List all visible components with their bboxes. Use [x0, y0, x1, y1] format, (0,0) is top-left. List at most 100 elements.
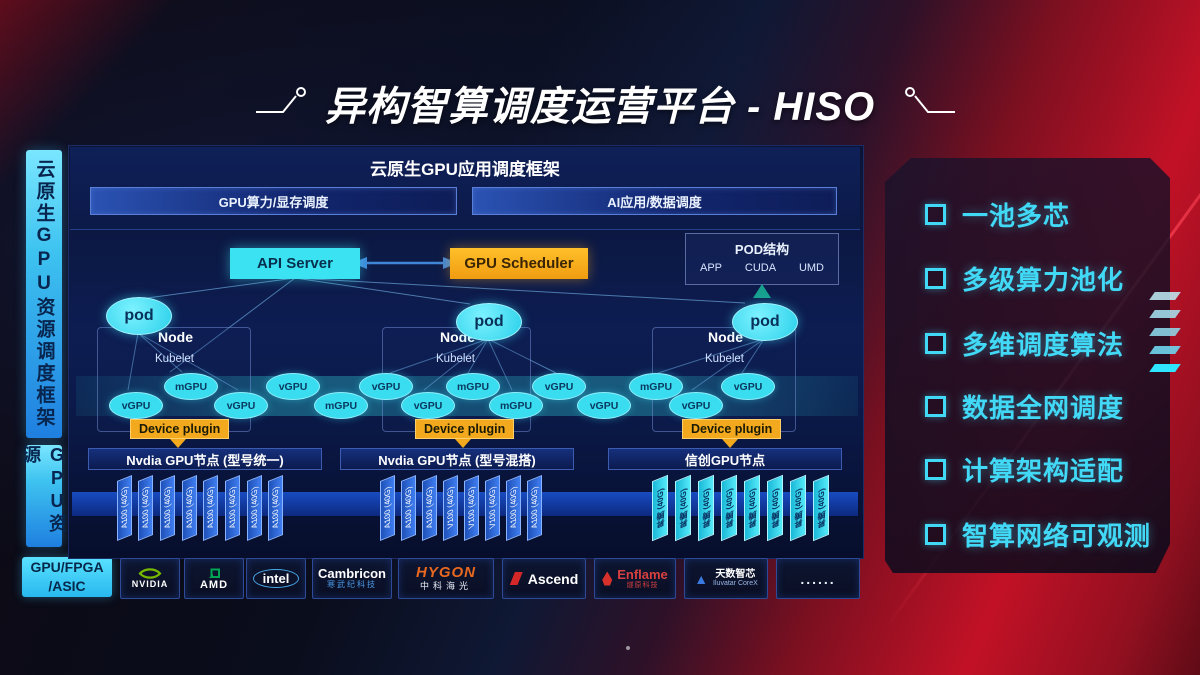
gpu-card: V100 (40G) [443, 474, 458, 542]
hazard-stripe-icon [1149, 310, 1181, 318]
node-label: Node [158, 329, 193, 345]
pod-struct-item: APP [700, 262, 723, 274]
square-bullet-icon [925, 268, 946, 289]
gpu-card: 昇腾 (40G) [744, 474, 760, 542]
amd-square-icon [208, 568, 220, 578]
feature-item: 多级算力池化 [925, 260, 1124, 297]
square-bullet-icon [925, 524, 946, 545]
gpu-card: 昇腾 (40G) [652, 474, 668, 542]
kubelet-label: Kubelet [705, 353, 745, 365]
hazard-stripe-icon [1149, 364, 1181, 372]
feature-item: 计算架构适配 [925, 451, 1124, 488]
gpu-ellipse: vGPU [532, 373, 586, 400]
feature-item: 一池多芯 [925, 196, 1070, 233]
logo-cambricon: Cambricon 寒武纪科技 [312, 558, 392, 599]
gpu-card: A100 (40G) [268, 474, 283, 542]
sidebar-gpu-label: GPU资源 [21, 445, 67, 547]
gpu-card: 昇腾 (40G) [790, 474, 806, 542]
plugin-down-arrow [455, 439, 471, 448]
intel-oval-icon: intel [252, 569, 300, 588]
device-plugin: Device plugin [682, 419, 782, 439]
pod-to-struct-arrow [753, 284, 771, 298]
gpu-card: V100 (40G) [485, 474, 500, 542]
gpu-ellipse: mGPU [314, 392, 368, 419]
gpu-ellipse: vGPU [669, 392, 723, 419]
api-server-box: API Server [230, 248, 360, 279]
gpu-ellipse: vGPU [577, 392, 631, 419]
logo-intel: intel [246, 558, 306, 599]
nvidia-eye-icon [138, 568, 162, 579]
gpu-group-header-1: Nvdia GPU节点 (型号统一) [88, 448, 322, 470]
feature-panel [885, 158, 1170, 573]
gpu-group-header-3: 信创GPU节点 [608, 448, 842, 470]
kubelet-label: Kubelet [155, 353, 195, 365]
square-bullet-icon [925, 459, 946, 480]
gpu-ellipse: mGPU [446, 373, 500, 400]
feature-item: 多维调度算法 [925, 325, 1124, 362]
framework-title: 云原生GPU应用调度框架 [370, 160, 560, 179]
pod-ellipse: pod [106, 297, 172, 335]
gpu-scheduler-box: GPU Scheduler [450, 248, 588, 279]
pod-struct-box: POD结构 APP CUDA UMD [685, 233, 839, 285]
gpu-card: A100 (40G) [380, 474, 395, 542]
gpu-ellipse: vGPU [401, 392, 455, 419]
gpu-card: A100 (40G) [225, 474, 240, 542]
gpu-ellipse: mGPU [489, 392, 543, 419]
logo-enflame: Enflame 燧原科技 [594, 558, 676, 599]
gpu-card: 昇腾 (40G) [675, 474, 691, 542]
hazard-stripe-icon [1149, 292, 1181, 300]
hardware-line1: GPU/FPGA [30, 559, 104, 575]
plugin-down-arrow [170, 439, 186, 448]
framework-box-compute: GPU算力/显存调度 [90, 187, 457, 215]
square-bullet-icon [925, 396, 946, 417]
gpu-card: A100 (40G) [160, 474, 175, 542]
enflame-flame-icon [602, 571, 613, 586]
gpu-card: V100 (40G) [464, 474, 479, 542]
gpu-ellipse: vGPU [109, 392, 163, 419]
gpu-card: A100 (40G) [182, 474, 197, 542]
ascend-icon [509, 572, 523, 585]
gpu-card: 昇腾 (40G) [721, 474, 737, 542]
gpu-card: A100 (40G) [401, 474, 416, 542]
pod-struct-item: CUDA [744, 262, 777, 274]
gpu-card: A100 (40G) [138, 474, 153, 542]
pod-ellipse: pod [732, 303, 798, 341]
gpu-card: 昇腾 (40G) [813, 474, 829, 542]
feature-item: 智算网络可观测 [925, 516, 1151, 553]
feature-item: 数据全网调度 [925, 388, 1124, 425]
hardware-label: GPU/FPGA /ASIC [22, 557, 112, 597]
pod-ellipse: pod [456, 303, 522, 341]
hardware-line2: /ASIC [48, 578, 86, 594]
logo-nvidia: NVIDIA [120, 558, 180, 599]
pod-struct-item: UMD [798, 262, 824, 274]
pod-struct-title: POD结构 [734, 242, 790, 257]
gpu-card: A100 (40G) [203, 474, 218, 542]
gpu-ellipse: mGPU [629, 373, 683, 400]
gpu-card: A100 (40G) [247, 474, 262, 542]
gpu-card: A100 (40G) [422, 474, 437, 542]
logo-ascend: Ascend [502, 558, 586, 599]
iluvatar-triangle-icon: ▲ [694, 570, 709, 587]
gpu-card: A100 (40G) [506, 474, 521, 542]
gpu-ellipse: vGPU [359, 373, 413, 400]
logo-amd: AMD [184, 558, 244, 599]
hazard-stripe-icon [1149, 328, 1181, 336]
hazard-stripe-icon [1149, 346, 1181, 354]
gpu-card: 昇腾 (40G) [767, 474, 783, 542]
gpu-ellipse: vGPU [214, 392, 268, 419]
plugin-down-arrow [722, 439, 738, 448]
gpu-ellipse: vGPU [266, 373, 320, 400]
logo-iluvatar: ▲ 天数智芯 Iluvatar CoreX [684, 558, 768, 599]
gpu-card: 昇腾 (40G) [698, 474, 714, 542]
device-plugin: Device plugin [130, 419, 230, 439]
framework-box-ai: AI应用/数据调度 [472, 187, 837, 215]
page-title: 异构智算调度运营平台 - HISO [324, 85, 876, 129]
sidebar-framework-label: 云原生GPU资源调度框架 [26, 150, 62, 438]
logo-more: ...... [776, 558, 860, 599]
gpu-ellipse: vGPU [721, 373, 775, 400]
gpu-card: A100 (40G) [117, 474, 132, 542]
footer-dot-decor [626, 646, 630, 650]
kubelet-label: Kubelet [436, 353, 476, 365]
device-plugin: Device plugin [415, 419, 515, 439]
